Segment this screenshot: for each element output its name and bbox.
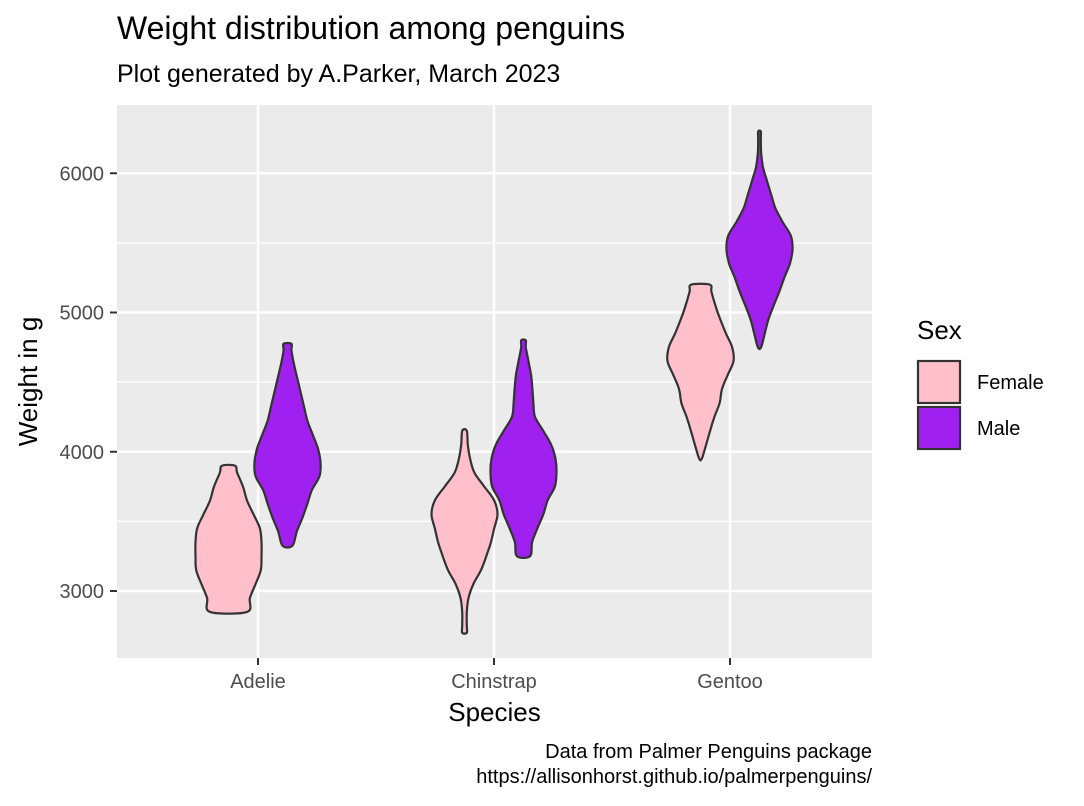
chart-subtitle: Plot generated by A.Parker, March 2023 xyxy=(117,60,561,88)
legend-label-female: Female xyxy=(977,372,1044,394)
legend-label-male: Male xyxy=(977,418,1020,440)
x-tick-label-gentoo: Gentoo xyxy=(697,671,763,693)
y-tick-label: 4000 xyxy=(60,442,105,464)
legend: Sex Female Male xyxy=(916,315,1044,451)
y-tick-label: 3000 xyxy=(60,581,105,603)
caption-source: Data from Palmer Penguins package xyxy=(545,741,872,763)
violin-adelie-female xyxy=(194,463,263,615)
x-tick-label-chinstrap: Chinstrap xyxy=(451,671,537,693)
x-axis-title: Species xyxy=(448,697,541,727)
chart-title: Weight distribution among penguins xyxy=(117,10,626,46)
legend-title: Sex xyxy=(917,315,962,345)
y-tick-label: 6000 xyxy=(60,163,105,185)
axes: 3000 4000 5000 6000 Adelie Chinstrap Gentoo xyxy=(60,163,763,693)
violin-chinstrap-female xyxy=(430,428,499,635)
y-tick-label: 5000 xyxy=(60,303,105,325)
legend-key-male xyxy=(916,405,962,451)
violin-chinstrap-male xyxy=(489,338,558,560)
caption-url: https://allisonhorst.github.io/palmerpen… xyxy=(476,766,872,788)
legend-key-female xyxy=(916,359,962,405)
violin-adelie-male xyxy=(253,341,322,549)
violin-gentoo-male xyxy=(725,129,794,351)
violins xyxy=(194,129,794,635)
y-axis-title: Weight in g xyxy=(13,317,43,447)
x-tick-label-adelie: Adelie xyxy=(230,671,286,693)
violin-gentoo-female xyxy=(666,282,735,462)
